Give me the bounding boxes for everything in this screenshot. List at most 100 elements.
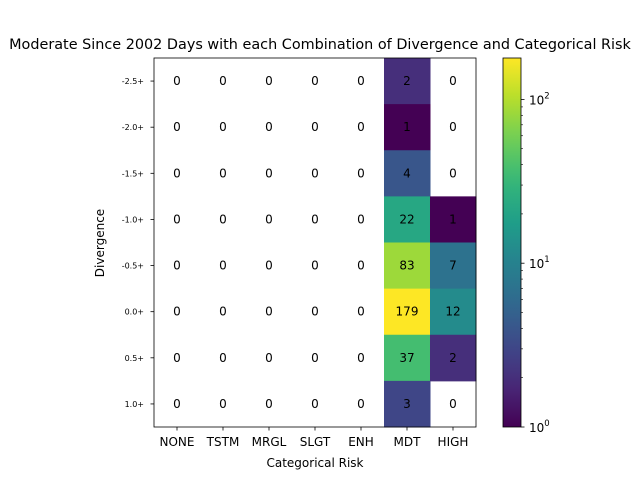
cell-value-label: 0 [265,212,273,226]
x-tick-label: HIGH [438,435,469,449]
colorbar-tick-label: 100 [529,419,550,435]
cell-value-label: 0 [265,74,273,88]
cell-value-label: 0 [311,74,319,88]
y-tick-label: -1.5+ [122,169,144,178]
cell-value-label: 0 [265,120,273,134]
colorbar-tick-exponent: 0 [544,419,549,429]
heatmap-cell [430,196,477,243]
heatmap-cell [384,104,431,151]
colorbar-tick-exponent: 2 [544,91,549,101]
x-axis-ticks: NONE TSTM MRGL SLGT ENH MDT HIGH [160,427,469,449]
x-tick-label: ENH [348,435,374,449]
cell-value-label: 3 [403,397,411,411]
heatmap-cell [430,288,477,336]
cell-value-label: 0 [311,397,319,411]
colorbar-tick-label: 101 [529,255,550,271]
x-axis-label: Categorical Risk [266,456,363,470]
heatmap-cell [384,58,431,105]
cell-value-label: 0 [357,120,365,134]
x-tick-label: NONE [160,435,195,449]
y-tick-label: 1.0+ [125,400,144,409]
cell-value-label: 0 [265,305,273,319]
cell-value-label: 37 [399,351,414,365]
cell-value-label: 0 [311,120,319,134]
heatmap-cell [384,150,431,197]
cell-value-label: 12 [445,305,460,319]
cell-value-label: 0 [173,120,181,134]
heatmap-cells [384,58,477,428]
cell-value-label: 0 [265,397,273,411]
cell-value-label: 0 [357,74,365,88]
cell-value-label: 0 [219,166,227,180]
y-tick-label: -2.0+ [122,123,144,132]
cell-value-label: 83 [399,259,414,273]
chart-title: Moderate Since 2002 Days with each Combi… [9,37,631,53]
cell-value-label: 0 [449,120,457,134]
colorbar-tick-label: 102 [529,91,550,107]
colorbar-tick-base: 10 [529,257,544,271]
y-tick-label: -2.5+ [122,77,144,86]
x-tick-label: MDT [394,435,422,449]
cell-value-label: 1 [403,120,411,134]
cell-value-label: 0 [219,74,227,88]
colorbar-tick-base: 10 [529,93,544,107]
cell-value-labels: 0 0 0 0 0 2 0 0 0 0 0 0 1 0 0 0 0 0 0 4 0 0 0 0 0 0 22 1 0 0 0 0 0 83 7 0 0 0… [173,74,460,411]
cell-value-label: 0 [173,397,181,411]
cell-value-label: 0 [265,166,273,180]
cell-value-label: 0 [173,74,181,88]
cell-value-label: 0 [219,212,227,226]
cell-value-label: 0 [265,259,273,273]
y-tick-label: 0.0+ [125,308,144,317]
cell-value-label: 0 [449,397,457,411]
colorbar-tick-base: 10 [529,421,544,435]
heatmap-cell [384,288,431,336]
cell-value-label: 0 [265,351,273,365]
cell-value-label: 0 [219,305,227,319]
cell-value-label: 0 [173,259,181,273]
cell-value-label: 0 [311,305,319,319]
y-tick-label: 0.5+ [125,354,144,363]
cell-value-label: 0 [219,120,227,134]
cell-value-label: 0 [311,351,319,365]
cell-value-label: 0 [173,351,181,365]
cell-value-label: 4 [403,166,411,180]
cell-value-label: 1 [449,212,457,226]
x-tick-label: TSTM [206,435,240,449]
x-tick-label: MRGL [252,435,287,449]
heatmap-cell [384,242,431,290]
colorbar-tick-exponent: 1 [544,255,549,265]
cell-value-label: 0 [173,212,181,226]
x-tick-label: SLGT [300,435,331,449]
heatmap-cell [430,334,477,382]
cell-value-label: 0 [219,351,227,365]
cell-value-label: 0 [357,397,365,411]
cell-value-label: 0 [311,166,319,180]
heatmap-cell [384,334,431,382]
y-axis-ticks: -2.5+ -2.0+ -1.5+ -1.0+ -0.5+ 0.0+ 0.5+ 1.0+ [122,77,154,409]
heatmap-cell [384,380,431,428]
cell-value-label: 0 [311,259,319,273]
cell-value-label: 0 [219,259,227,273]
y-tick-label: -0.5+ [122,262,144,271]
cell-value-label: 179 [396,305,419,319]
cell-value-label: 0 [357,212,365,226]
cell-value-label: 0 [357,259,365,273]
cell-value-label: 2 [449,351,457,365]
cell-value-label: 0 [173,166,181,180]
cell-value-label: 0 [173,305,181,319]
cell-value-label: 0 [357,166,365,180]
cell-value-label: 7 [449,259,457,273]
colorbar [502,57,522,428]
y-tick-label: -1.0+ [122,215,144,224]
cell-value-label: 22 [399,212,414,226]
heatmap-cell [384,196,431,243]
heatmap-cell [430,242,477,290]
cell-value-label: 0 [357,351,365,365]
y-axis-label: Divergence [93,209,107,277]
cell-value-label: 0 [357,305,365,319]
cell-value-label: 0 [449,166,457,180]
cell-value-label: 0 [311,212,319,226]
cell-value-label: 0 [219,397,227,411]
